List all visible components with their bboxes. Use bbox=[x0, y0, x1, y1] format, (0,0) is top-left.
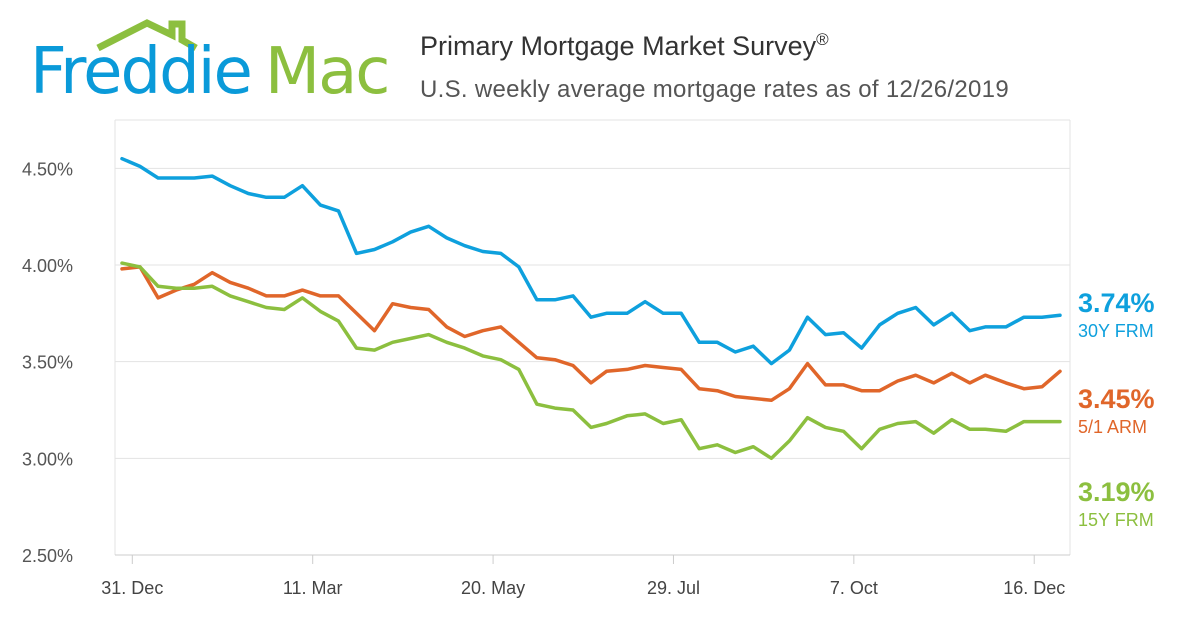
house-roof-icon bbox=[96, 19, 198, 52]
callout-30y-frm: 3.74% 30Y FRM bbox=[1078, 287, 1155, 343]
callout-15y-frm-name: 15Y FRM bbox=[1078, 510, 1154, 530]
callout-30y-frm-value: 3.74% bbox=[1078, 288, 1155, 318]
x-tick-label: 16. Dec bbox=[1003, 578, 1065, 598]
logo-word-freddie: Freddie bbox=[30, 35, 253, 109]
callout-15y-frm-value: 3.19% bbox=[1078, 477, 1155, 507]
callout-5-1-arm-value: 3.45% bbox=[1078, 384, 1155, 414]
callout-5-1-arm: 3.45% 5/1 ARM bbox=[1078, 383, 1155, 439]
x-tick-label: 29. Jul bbox=[647, 578, 700, 598]
x-tick-label: 11. Mar bbox=[283, 578, 343, 598]
freddie-mac-logo: Freddie Mac bbox=[30, 18, 390, 109]
logo-wordmark: Freddie Mac bbox=[30, 32, 391, 112]
x-tick-label: 31. Dec bbox=[101, 578, 163, 598]
callout-30y-frm-name: 30Y FRM bbox=[1078, 321, 1154, 341]
title-text: Primary Mortgage Market Survey bbox=[420, 31, 817, 61]
x-tick-label: 7. Oct bbox=[830, 578, 878, 598]
logo-word-mac: Mac bbox=[264, 35, 391, 109]
y-tick-label: 3.00% bbox=[22, 449, 73, 469]
page-title: Primary Mortgage Market Survey® bbox=[420, 30, 829, 62]
series-line-30y-frm bbox=[120, 156, 1062, 366]
series-line-15y-frm bbox=[120, 261, 1062, 461]
callout-5-1-arm-name: 5/1 ARM bbox=[1078, 417, 1148, 437]
callout-15y-frm: 3.19% 15Y FRM bbox=[1078, 476, 1155, 532]
x-tick-label: 20. May bbox=[461, 578, 525, 598]
y-tick-label: 4.50% bbox=[22, 159, 73, 179]
page-subtitle: U.S. weekly average mortgage rates as of… bbox=[420, 76, 1009, 103]
series-line-5-1-arm bbox=[120, 265, 1062, 403]
registered-mark: ® bbox=[816, 30, 829, 49]
y-tick-label: 3.50% bbox=[22, 353, 73, 373]
y-tick-label: 2.50% bbox=[22, 546, 73, 566]
y-tick-label: 4.00% bbox=[22, 256, 73, 276]
